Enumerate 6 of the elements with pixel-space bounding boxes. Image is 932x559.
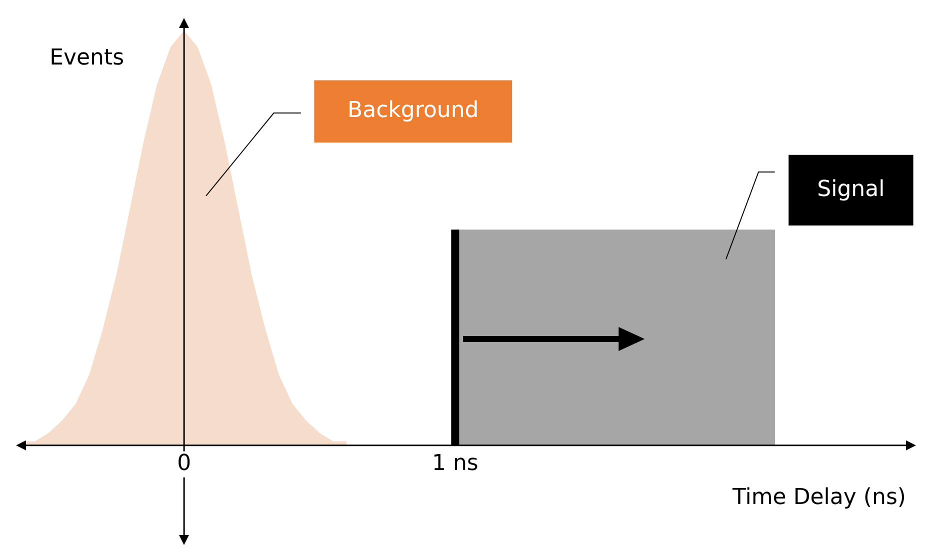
x-axis-title: Time Delay (ns) [732, 485, 906, 510]
x-tick-label: 1 ns [432, 451, 478, 476]
y-axis-title: Events [50, 46, 124, 71]
text: Background [348, 98, 479, 124]
text: Signal [817, 176, 885, 202]
x-tick-label: 0 [177, 451, 192, 476]
